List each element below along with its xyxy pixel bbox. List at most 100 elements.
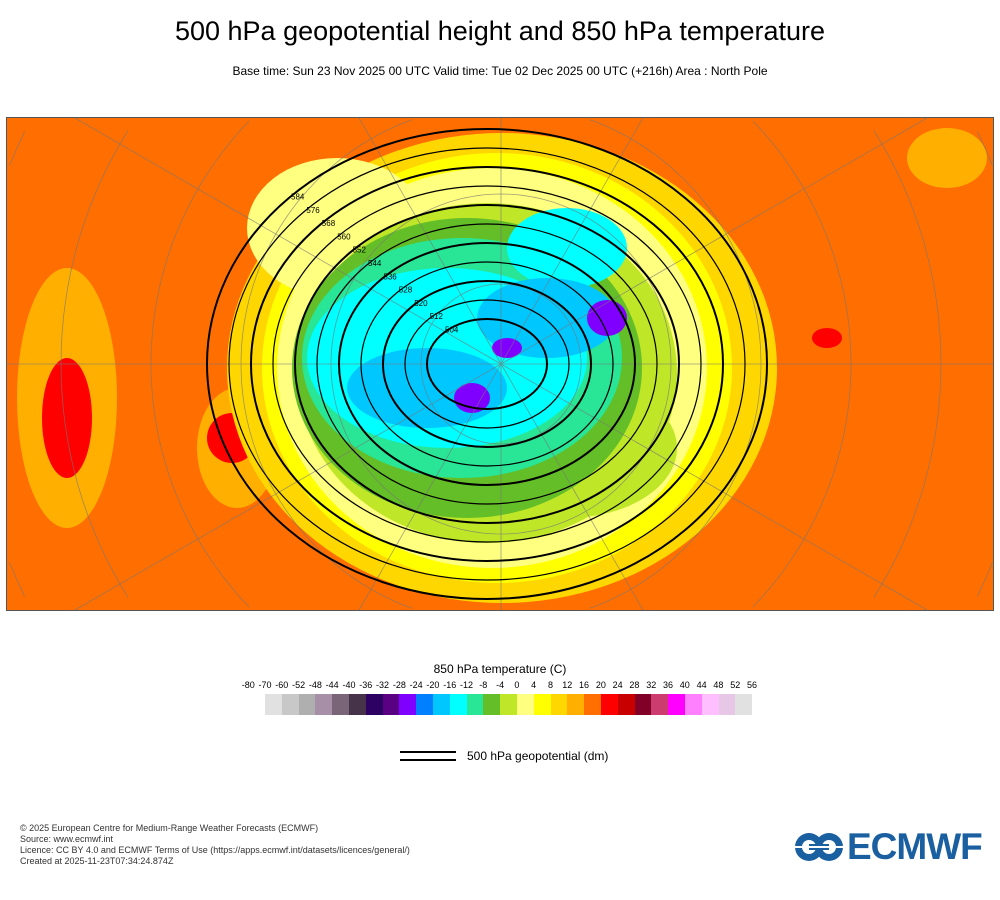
legend-label: 500 hPa geopotential (dm) bbox=[467, 749, 609, 763]
geopotential-contour bbox=[426, 318, 548, 410]
colorbar-tick-label: 36 bbox=[663, 680, 674, 690]
colorbar-tick-label: 0 bbox=[514, 680, 520, 690]
colorbar-swatch bbox=[651, 694, 669, 715]
contour-label: 544 bbox=[368, 259, 382, 268]
geopotential-contour bbox=[228, 147, 746, 581]
contour-label: 512 bbox=[430, 312, 444, 321]
ecmwf-logo: ECMWF bbox=[795, 826, 983, 868]
footer-credits: © 2025 European Centre for Medium-Range … bbox=[20, 823, 410, 867]
contour-label: 536 bbox=[383, 272, 397, 281]
colorbar-tick-label: -12 bbox=[460, 680, 474, 690]
meridian-line bbox=[358, 118, 502, 365]
colorbar-tick-label: 56 bbox=[746, 680, 758, 690]
colorbar-tick-label: 40 bbox=[679, 680, 690, 690]
colorbar-swatch bbox=[449, 694, 467, 715]
geopotential-contour bbox=[404, 299, 570, 429]
legend-line-swatch bbox=[400, 759, 456, 761]
geopotential-contour bbox=[360, 261, 614, 467]
meridian-line bbox=[500, 363, 644, 610]
colorbar-tick-label: 8 bbox=[547, 680, 553, 690]
contour-label: 504 bbox=[445, 326, 459, 335]
geopotential-contour bbox=[338, 242, 636, 486]
meridian-line bbox=[500, 118, 644, 365]
geopotential-contour bbox=[272, 185, 702, 543]
colorbar-tick-label: 20 bbox=[595, 680, 606, 690]
meridian-line bbox=[74, 363, 502, 610]
colorbar-swatch bbox=[600, 694, 618, 715]
colorbar-tick-label: -40 bbox=[342, 680, 356, 690]
latitude-circle bbox=[9, 131, 993, 597]
contour-label: 568 bbox=[322, 219, 336, 228]
contour-label: 552 bbox=[353, 246, 367, 255]
colorbar-swatch bbox=[348, 694, 366, 715]
created-line: Created at 2025-11-23T07:34:24.874Z bbox=[20, 856, 174, 866]
colorbar-tick-label: 24 bbox=[612, 680, 623, 690]
colorbar-swatch bbox=[432, 694, 450, 715]
colorbar bbox=[265, 694, 753, 715]
logo-text: ECMWF bbox=[847, 826, 983, 867]
colorbar-swatch bbox=[617, 694, 635, 715]
colorbar-tick-label: -32 bbox=[376, 680, 390, 690]
colorbar-swatch bbox=[332, 694, 349, 715]
colorbar-tick-label: -20 bbox=[426, 680, 440, 690]
colorbar-swatch bbox=[416, 694, 433, 715]
colorbar-tick-label: -8 bbox=[479, 680, 488, 690]
frigid-area bbox=[507, 208, 627, 288]
extreme-cold-area bbox=[492, 338, 522, 358]
colorbar-swatch bbox=[483, 694, 501, 715]
colorbar-tick-labels: -80 -70 -60 -52 -48 -44 -40 -36 -32 -28 -24 -20 -16-… bbox=[0, 680, 1000, 694]
colorbar-tick-label: 32 bbox=[646, 680, 657, 690]
colorbar-tick-label: 52 bbox=[730, 680, 741, 690]
chart-subtitle: Base time: Sun 23 Nov 2025 00 UTC Valid … bbox=[232, 64, 768, 78]
meridian-line bbox=[358, 363, 502, 610]
colorbar-swatch bbox=[500, 694, 517, 715]
colorbar-tick-label: -60 bbox=[275, 680, 289, 690]
colorbar-swatch bbox=[365, 694, 383, 715]
colorbar-swatch bbox=[516, 694, 534, 715]
colorbar-swatch bbox=[281, 694, 299, 715]
ecmwf-logo-icon bbox=[795, 833, 843, 861]
geopotential-contour bbox=[316, 223, 658, 505]
colorbar-swatch bbox=[634, 694, 652, 715]
colorbar-swatch bbox=[567, 694, 585, 715]
colorbar-swatch bbox=[466, 694, 484, 715]
contour-label: 584 bbox=[291, 193, 305, 202]
colorbar-swatch bbox=[718, 694, 736, 715]
colorbar-tick-label: -4 bbox=[496, 680, 505, 690]
colorbar-swatch bbox=[265, 694, 282, 715]
colorbar-tick-label: -70 bbox=[258, 680, 272, 690]
colorbar-tick-label: 16 bbox=[579, 680, 590, 690]
colorbar-swatch bbox=[701, 694, 719, 715]
colorbar-swatch bbox=[298, 694, 316, 715]
deep-cold-area bbox=[477, 278, 617, 358]
colorbar-tick-label: -36 bbox=[359, 680, 373, 690]
colorbar-swatch bbox=[399, 694, 417, 715]
colorbar-swatch bbox=[550, 694, 568, 715]
colorbar-tick-label: 12 bbox=[562, 680, 573, 690]
colorbar-tick-label: 48 bbox=[713, 680, 724, 690]
colorbar-tick-label: -48 bbox=[308, 680, 322, 690]
contour-label: 528 bbox=[399, 286, 413, 295]
geopotential-contour bbox=[294, 204, 680, 524]
colorbar-swatch bbox=[684, 694, 702, 715]
copyright-line: © 2025 European Centre for Medium-Range … bbox=[20, 823, 319, 833]
hot-area bbox=[42, 358, 92, 478]
colorbar-tick-label: -24 bbox=[409, 680, 423, 690]
colorbar-tick-label: -44 bbox=[325, 680, 339, 690]
colorbar-tick-label: 28 bbox=[629, 680, 640, 690]
meridian-line bbox=[500, 118, 928, 365]
red-warm-area bbox=[907, 128, 987, 188]
geopotential-contour bbox=[206, 128, 768, 600]
colorbar-tick-label: 44 bbox=[696, 680, 707, 690]
colorbar-swatch bbox=[315, 694, 333, 715]
colorbar-swatch bbox=[668, 694, 685, 715]
contour-label: 520 bbox=[414, 299, 428, 308]
chart-title: 500 hPa geopotential height and 850 hPa … bbox=[174, 16, 825, 46]
hot-area bbox=[812, 328, 842, 348]
colorbar-swatch bbox=[533, 694, 551, 715]
colorbar-title: 850 hPa temperature (C) bbox=[433, 662, 567, 676]
geopotential-contour bbox=[382, 280, 592, 448]
source-line: Source: www.ecmwf.int bbox=[20, 834, 114, 844]
colorbar-tick-label: -52 bbox=[292, 680, 306, 690]
meridian-line bbox=[74, 118, 502, 365]
